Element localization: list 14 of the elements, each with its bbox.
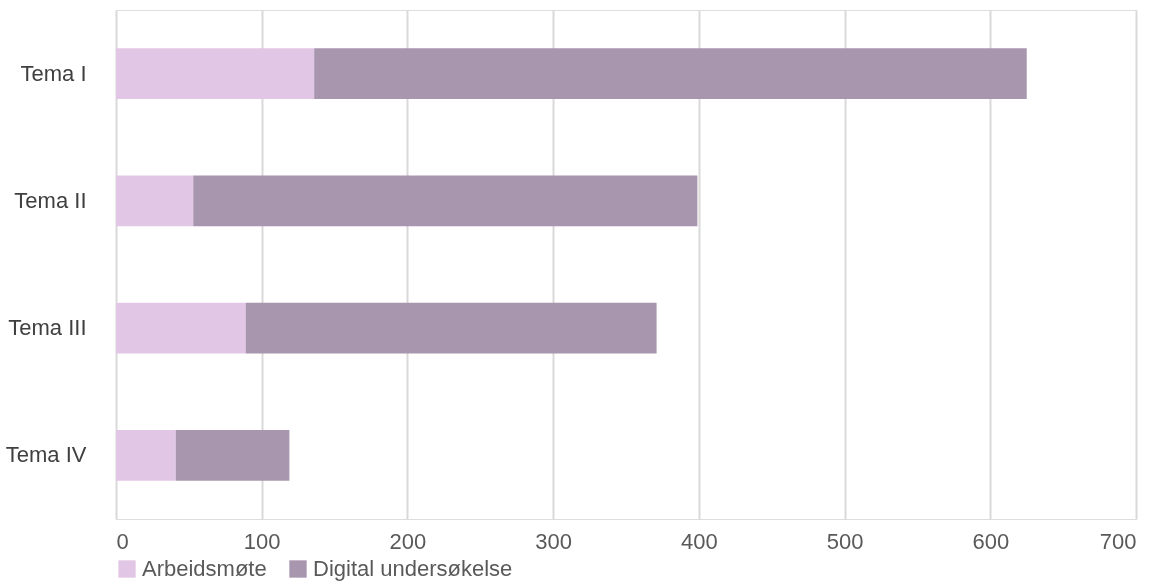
x-tick-label: 600: [972, 528, 1010, 554]
y-tick-label: Tema I: [20, 60, 87, 86]
x-tick-label: 500: [826, 528, 864, 554]
y-tick-label: Tema III: [8, 315, 87, 341]
y-tick-label: Tema II: [14, 187, 87, 213]
x-tick-label: 0: [116, 528, 129, 554]
y-tick-label: Tema IV: [5, 442, 87, 468]
x-tick-label: 700: [1099, 528, 1137, 554]
legend-label: Digital undersøkelse: [313, 556, 513, 581]
legend-label: Arbeidsmøte: [142, 556, 267, 581]
x-tick-label: 400: [681, 528, 718, 554]
x-tick-label: 100: [243, 528, 281, 554]
x-tick-label: 300: [535, 528, 572, 554]
x-tick-label: 200: [389, 528, 427, 554]
